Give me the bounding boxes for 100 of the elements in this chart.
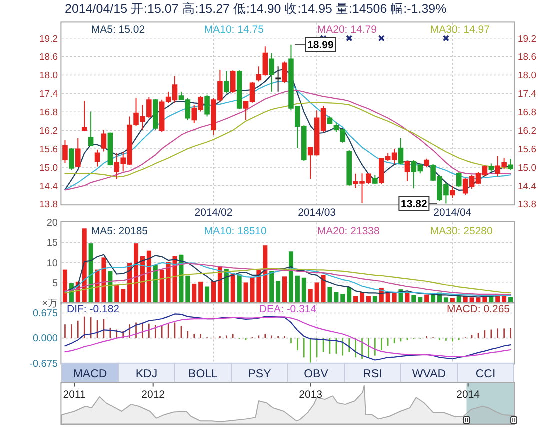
candlestick xyxy=(269,52,274,92)
bar xyxy=(108,271,113,304)
candlestick xyxy=(456,172,462,188)
bar xyxy=(288,252,294,304)
y-tick-label: 13.8 xyxy=(40,200,58,211)
candlestick xyxy=(398,138,404,165)
x-tick-label: 2014/04 xyxy=(434,206,472,219)
series-label: MA10: 18510 xyxy=(204,225,267,238)
text: KDJ xyxy=(136,368,158,381)
y2-tick-label: 18.6 xyxy=(518,52,536,64)
bar xyxy=(146,250,152,304)
series-label: DEA: -0.314 xyxy=(259,304,317,316)
bar xyxy=(270,271,274,304)
y2-tick-label: 13.8 xyxy=(518,200,536,211)
bar xyxy=(340,294,346,304)
candlestick xyxy=(204,94,210,118)
y-tick-label: 14.4 xyxy=(40,181,58,192)
y-tick-label: 15.6 xyxy=(40,144,58,156)
x-tick-label: 2014/03 xyxy=(298,206,336,219)
bar xyxy=(308,289,313,304)
x-tick-label: 2012 xyxy=(142,389,166,401)
series-label: MACD: 0.265 xyxy=(446,304,510,316)
candlestick xyxy=(450,185,456,199)
bar xyxy=(205,286,210,304)
series-label: MA5: 15.02 xyxy=(91,24,146,36)
bar xyxy=(321,275,326,304)
y-tick-label: 15 xyxy=(46,238,58,250)
candlestick xyxy=(76,138,81,168)
y-tick-label: 10 xyxy=(46,258,58,270)
series-label: MA10: 14.75 xyxy=(204,24,264,36)
bar xyxy=(114,285,120,304)
y2-tick-label: 17.4 xyxy=(518,89,536,100)
annotation: 13.82 xyxy=(401,198,428,210)
series-label: MA20: 21338 xyxy=(317,225,380,238)
bar xyxy=(62,270,68,304)
bar xyxy=(88,244,94,304)
bar xyxy=(282,276,288,304)
bar xyxy=(153,265,158,304)
y2-tick-label: 16.8 xyxy=(518,108,536,118)
bar xyxy=(405,292,410,304)
bar xyxy=(134,244,139,304)
candlestick xyxy=(282,61,288,84)
candlestick xyxy=(62,140,68,164)
x-tick-label: 2013 xyxy=(299,389,323,401)
candlestick xyxy=(488,163,494,173)
text: BOLL xyxy=(188,368,219,381)
bar xyxy=(211,282,216,304)
series-label: DIF: -0.182 xyxy=(67,304,120,316)
text: RSI xyxy=(363,368,382,381)
candlestick xyxy=(94,149,100,168)
y-tick-label: 18.0 xyxy=(40,70,58,82)
text: WVAD xyxy=(412,368,446,381)
bar xyxy=(82,228,87,304)
bar xyxy=(276,281,281,304)
candlestick xyxy=(346,150,352,187)
candlestick xyxy=(101,129,107,152)
bar xyxy=(347,287,352,304)
text: CCI xyxy=(476,368,496,381)
series-label: MA30: 14.97 xyxy=(430,24,490,36)
x-tick-label: 2011 xyxy=(63,389,86,401)
y-tick-label: 20 xyxy=(46,218,58,229)
y-tick-label: 15.0 xyxy=(40,162,58,174)
bar xyxy=(230,273,236,304)
candlestick xyxy=(404,160,410,182)
y-tick-label: 5 xyxy=(52,278,58,290)
y2-tick-label: 16.2 xyxy=(518,126,536,137)
bar xyxy=(198,282,204,304)
y2-tick-label: 19.2 xyxy=(518,34,536,45)
candlestick xyxy=(327,116,333,125)
y-tick-label: -0.675 xyxy=(30,358,58,370)
bar xyxy=(192,284,197,304)
y-tick-label: 19.2 xyxy=(40,34,58,45)
y-tick-label: 17.4 xyxy=(40,89,58,100)
bar xyxy=(121,289,126,304)
y-tick-label: 16.8 xyxy=(40,108,58,118)
candlestick xyxy=(276,66,281,92)
y2-tick-label: 15.6 xyxy=(518,144,536,156)
bar xyxy=(295,276,300,304)
series-label: MA30: 25280 xyxy=(430,225,493,238)
y-tick-label: ×万 xyxy=(42,298,58,310)
candlestick xyxy=(508,158,514,171)
text: PSY xyxy=(248,368,272,381)
y-tick-label: 18.6 xyxy=(40,52,58,64)
bar xyxy=(314,282,320,304)
y-tick-label: 16.2 xyxy=(40,126,58,137)
bar xyxy=(412,295,416,304)
text: MACD xyxy=(73,368,108,381)
candlestick xyxy=(153,99,158,130)
series-label: MA5: 20185 xyxy=(91,225,148,238)
candlestick xyxy=(424,158,430,168)
y2-tick-label: 15.0 xyxy=(518,162,536,174)
bar xyxy=(160,270,164,304)
bar xyxy=(302,278,306,304)
y-tick-label: 0.000 xyxy=(32,334,58,345)
annotation: 18.99 xyxy=(308,40,334,52)
bar xyxy=(328,287,332,304)
bar xyxy=(186,276,190,304)
candlestick xyxy=(69,148,74,171)
x-tick-label: 2014/02 xyxy=(194,206,233,219)
chart-title: 2014/04/15 开:15.07 高:15.27 低:14.90 收:14.95 量:14506 幅:-1.39% xyxy=(65,1,447,16)
